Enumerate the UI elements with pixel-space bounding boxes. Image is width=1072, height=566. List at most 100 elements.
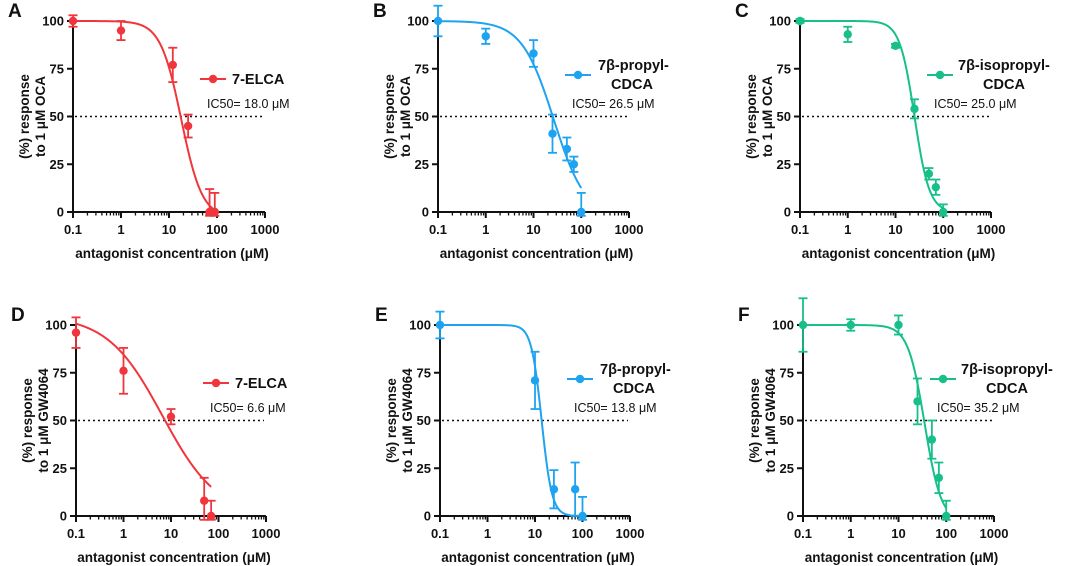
- legend-label-line2: CDCA: [613, 381, 655, 397]
- data-point: [549, 485, 559, 494]
- data-point-group: [798, 297, 808, 353]
- panel-b: B 0 25 50 75 100 0.1 1 10 100 1000 antagonist conce…: [373, 1, 669, 261]
- y-tick-label: 0: [787, 509, 794, 524]
- data-point: [578, 511, 587, 521]
- legend-label-line1: 7β-propyl-: [598, 58, 669, 74]
- data-point: [433, 16, 443, 26]
- data-point: [934, 473, 944, 482]
- data-point-group: [529, 39, 538, 68]
- y-tick-label: 25: [417, 461, 431, 476]
- data-point-group: [938, 203, 948, 217]
- x-tick-label: 0.1: [431, 526, 449, 541]
- y-tick-label: 0: [57, 205, 64, 220]
- y-tick-label: 0: [784, 205, 791, 220]
- x-tick-label: 0.1: [791, 222, 809, 237]
- x-tick-label: 10: [888, 222, 902, 237]
- data-point: [939, 207, 948, 217]
- data-point-group: [116, 20, 126, 41]
- data-point-group: [891, 41, 900, 51]
- y-tick-label: 0: [424, 509, 431, 524]
- y-tick-label: 50: [417, 413, 431, 428]
- data-point: [166, 412, 176, 421]
- y-axis-title-line2: to 1 μM GW4064: [36, 368, 51, 473]
- data-point: [910, 104, 919, 114]
- data-point-group: [530, 350, 540, 410]
- x-tick-label: 1000: [980, 526, 1009, 541]
- legend-label: 7-ELCA: [235, 376, 288, 392]
- data-point-group: [119, 347, 128, 395]
- y-tick-label: 50: [53, 413, 67, 428]
- data-point-group: [562, 136, 572, 162]
- x-tick-label: 100: [932, 222, 954, 237]
- data-point: [846, 320, 855, 330]
- y-axis-title-line1: (%) response: [744, 74, 759, 159]
- legend-marker: [935, 70, 945, 80]
- y-tick-label: 25: [780, 461, 794, 476]
- data-point: [481, 32, 490, 41]
- data-point-group: [183, 113, 193, 139]
- data-point-group: [924, 167, 934, 181]
- y-axis-title-line1: (%) response: [747, 378, 762, 463]
- x-axis-title: antagonist concentration (μM): [441, 550, 635, 565]
- panel-letter: A: [8, 1, 22, 22]
- legend-marker: [575, 374, 585, 384]
- y-tick-label: 50: [777, 109, 791, 124]
- y-tick-label: 75: [777, 61, 791, 76]
- y-axis-title-line2: to 1 μM OCA: [760, 76, 775, 157]
- legend-label-line1: 7β-isopropyl-: [961, 362, 1053, 378]
- data-point: [798, 320, 808, 330]
- data-point-group: [913, 377, 923, 426]
- y-axis-title-line2: to 1 μM GW4064: [400, 368, 415, 473]
- data-point: [795, 16, 805, 26]
- data-point: [570, 485, 580, 494]
- y-tick-label: 75: [53, 365, 67, 380]
- ic50-annotation: IC50= 26.5 μM: [572, 97, 655, 111]
- y-axis-title-line1: (%) response: [17, 74, 32, 159]
- data-point: [210, 207, 220, 217]
- data-point-group: [206, 499, 216, 521]
- data-point-group: [931, 178, 941, 196]
- ic50-annotation: IC50= 18.0 μM: [207, 97, 290, 111]
- data-point-group: [934, 461, 944, 494]
- y-tick-label: 25: [777, 157, 791, 172]
- data-point: [71, 328, 81, 337]
- data-point-group: [843, 25, 853, 43]
- x-tick-label: 100: [570, 222, 592, 237]
- legend-label-line2: CDCA: [986, 381, 1028, 397]
- x-tick-label: 10: [528, 526, 542, 541]
- fit-curve: [73, 20, 218, 213]
- data-point-group: [941, 499, 951, 521]
- x-tick-label: 1: [117, 222, 124, 237]
- y-axis-title-line1: (%) response: [20, 378, 35, 463]
- data-point-group: [68, 14, 78, 28]
- x-tick-label: 1: [484, 526, 491, 541]
- y-axis-title-line1: (%) response: [382, 74, 397, 159]
- data-point: [435, 320, 445, 330]
- y-axis-title-line1: (%) response: [384, 378, 399, 463]
- data-point-group: [927, 419, 937, 460]
- x-tick-label: 0.1: [429, 222, 447, 237]
- data-point-group: [894, 314, 903, 336]
- x-axis-title: antagonist concentration (μM): [802, 246, 996, 261]
- data-point: [548, 129, 557, 138]
- y-tick-label: 100: [769, 14, 791, 29]
- data-point-group: [569, 155, 579, 173]
- y-tick-label: 25: [50, 157, 64, 172]
- data-point-group: [548, 113, 558, 154]
- data-point: [562, 144, 572, 154]
- y-axis-title-line2: to 1 μM OCA: [33, 76, 48, 157]
- ic50-annotation: IC50= 35.2 μM: [937, 401, 1020, 415]
- data-point-group: [570, 461, 580, 517]
- y-tick-label: 50: [415, 109, 429, 124]
- data-point: [529, 49, 538, 58]
- data-point: [931, 182, 941, 192]
- data-point-group: [168, 46, 178, 84]
- data-point: [843, 30, 852, 39]
- data-point-group: [549, 469, 559, 510]
- x-tick-label: 100: [206, 222, 228, 237]
- legend-marker: [211, 378, 221, 388]
- data-point: [183, 121, 193, 131]
- y-tick-label: 100: [409, 318, 431, 333]
- data-point: [68, 16, 78, 26]
- panel-e: E 0 25 50 75 100 0.1 1 10 100 1000 antagonist conce…: [375, 305, 671, 565]
